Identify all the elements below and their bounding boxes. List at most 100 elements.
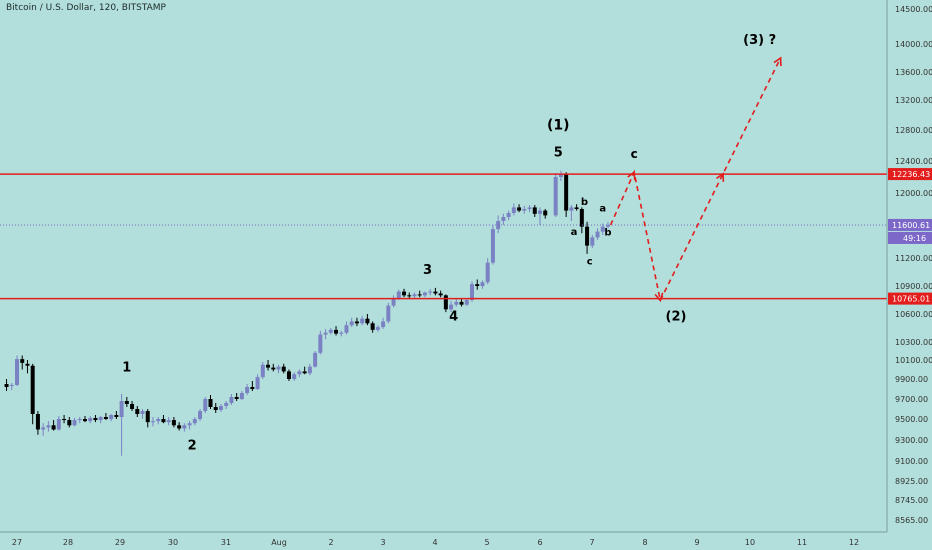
candle-body <box>51 425 56 430</box>
candle-body <box>245 387 250 393</box>
candle-body <box>313 352 318 367</box>
wave-label: (1) <box>547 117 570 133</box>
candle-body <box>271 367 276 370</box>
projection-path <box>609 57 782 303</box>
wave-label: 1 <box>122 360 131 375</box>
candle-body <box>569 207 574 211</box>
candle-body <box>339 332 344 334</box>
candle-body <box>485 262 490 283</box>
x-tick-label: 11 <box>797 538 807 547</box>
candle-body <box>590 237 595 246</box>
x-tick-label: 29 <box>115 538 125 547</box>
x-tick-label: 2 <box>328 538 333 547</box>
candle-body <box>30 365 35 414</box>
candle-body <box>15 359 19 385</box>
countdown-label: 49:16 <box>903 234 926 243</box>
candle-body <box>260 364 265 378</box>
projection-arrowhead <box>654 292 664 303</box>
candle-body <box>511 207 516 213</box>
y-tick-label: 9100.00 <box>895 457 928 466</box>
y-tick-label: 9700.00 <box>895 395 928 404</box>
time-axis[interactable]: 27 28 29 30 31 Aug 2 3 4 5 6 7 8 9 10 11 12 <box>12 538 859 547</box>
y-tick-label: 9500.00 <box>895 415 928 424</box>
candle-body <box>370 323 375 330</box>
candle-body <box>135 409 140 414</box>
current-price-tag <box>888 218 932 231</box>
candle-body <box>386 305 391 322</box>
candle-body <box>192 419 197 424</box>
wave-label: c <box>587 257 593 268</box>
y-tick-label: 10100.00 <box>895 356 932 365</box>
candle-body <box>177 425 182 429</box>
wave-label: 3 <box>423 263 432 278</box>
wave-label: (3) ? <box>743 33 776 48</box>
candle-body <box>224 403 229 406</box>
candle-body <box>564 174 569 211</box>
candle-body <box>276 366 281 370</box>
projection-arrowhead <box>716 172 725 182</box>
candle-body <box>114 415 119 417</box>
candle-body <box>417 294 422 296</box>
x-tick-label: 31 <box>221 538 231 547</box>
projection-arrowhead <box>773 56 782 67</box>
candle-body <box>156 419 161 422</box>
candle-body <box>250 387 255 389</box>
y-tick-label: 10600.00 <box>895 310 932 319</box>
candle-body <box>109 415 114 419</box>
candle-body <box>501 217 506 221</box>
wave-label: 2 <box>188 438 197 453</box>
candle-body <box>213 407 218 410</box>
candle-body <box>595 231 600 238</box>
candle-body <box>198 411 203 419</box>
candle-body <box>396 291 401 299</box>
candle-body <box>82 419 87 422</box>
level-price-tag <box>888 168 932 181</box>
candle-body <box>349 321 354 326</box>
candle-body <box>600 226 605 232</box>
candle-body <box>171 420 176 426</box>
price-tags: 12236.43 10765.01 11600.61 49:16 <box>888 168 932 305</box>
candle-body <box>543 210 548 216</box>
candle-body <box>182 425 187 429</box>
candle-body <box>407 295 412 297</box>
candle-body <box>428 291 433 293</box>
candle-body <box>605 225 610 227</box>
candle-body <box>9 385 14 386</box>
candle-body <box>229 397 234 403</box>
y-tick-label: 11200.00 <box>895 254 932 263</box>
y-tick-label: 8925.00 <box>895 477 928 486</box>
candle-body <box>218 406 223 410</box>
candle-body <box>103 417 108 419</box>
candle-body <box>412 294 417 297</box>
candle-body <box>558 174 563 177</box>
candle-body <box>475 284 480 286</box>
candle-body <box>334 329 339 334</box>
candle-body <box>381 321 386 328</box>
candle-body <box>239 393 244 399</box>
wave-label: a <box>599 203 606 214</box>
candle-body <box>62 419 67 421</box>
x-tick-label: 4 <box>432 538 437 547</box>
price-axis[interactable]: 14500.00 14000.00 13600.00 13200.00 12800.00… <box>895 5 932 525</box>
candle-body <box>318 334 323 353</box>
y-tick-label: 10300.00 <box>895 338 932 347</box>
candle-body <box>585 226 590 246</box>
candle-body <box>281 366 286 372</box>
x-tick-label: 28 <box>63 538 73 547</box>
candle-body <box>323 332 328 335</box>
wave-projection <box>609 56 782 303</box>
candle-body <box>266 364 271 368</box>
candle-body <box>255 377 260 389</box>
y-tick-label: 9900.00 <box>895 375 928 384</box>
x-tick-label: 3 <box>380 538 385 547</box>
candle-body <box>208 399 213 407</box>
wave-label: a <box>571 227 578 238</box>
candle-body <box>522 209 527 211</box>
candle-body <box>286 371 291 379</box>
candle-body <box>579 209 584 227</box>
candle-body <box>302 371 307 374</box>
y-tick-label: 14000.00 <box>895 40 932 49</box>
candle-body <box>130 404 135 409</box>
candle-body <box>88 418 93 422</box>
